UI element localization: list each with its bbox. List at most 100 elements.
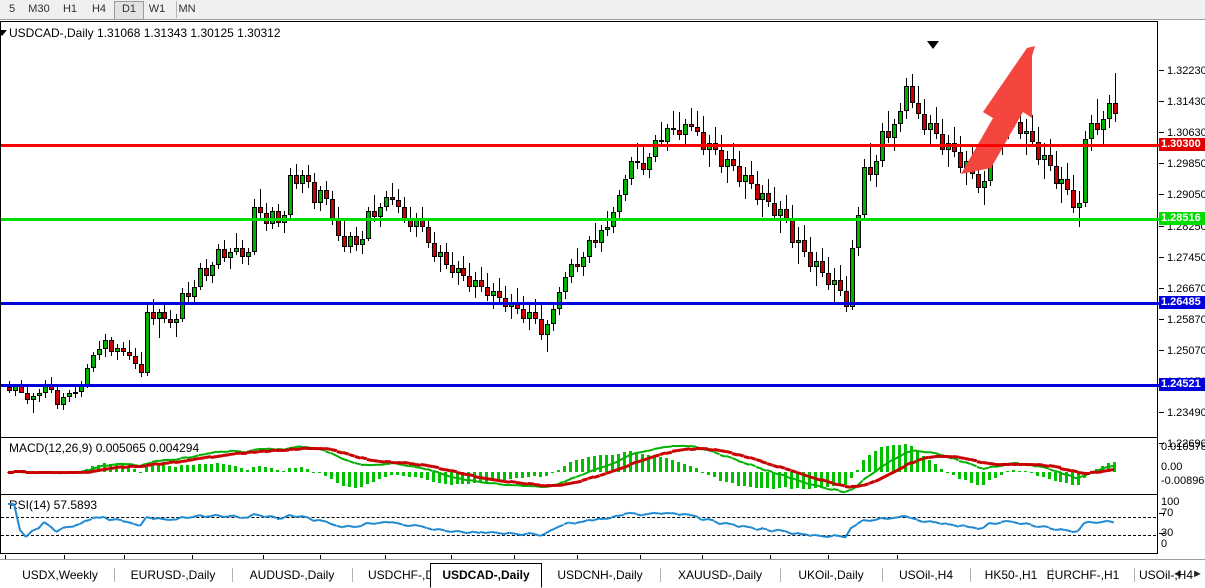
tab-scroll-right-icon[interactable]: ► bbox=[1192, 568, 1203, 580]
candle-body bbox=[778, 208, 783, 217]
chart-tab-usoil-h4[interactable]: USOil-,H4 bbox=[898, 568, 953, 582]
chart-tab-eurusd-daily[interactable]: EURUSD-,Daily bbox=[130, 568, 216, 582]
timeframe-button-h1[interactable]: H1 bbox=[62, 3, 78, 15]
candle-body bbox=[898, 110, 903, 125]
candle-body bbox=[348, 235, 353, 247]
chart-tab-xauusd-daily[interactable]: XAUUSD-,Daily bbox=[677, 568, 762, 582]
chart-tab-usdcnh-daily[interactable]: USDCNH-,Daily bbox=[557, 568, 643, 582]
macd-histogram-bar bbox=[928, 459, 931, 472]
candle-body bbox=[1006, 114, 1011, 129]
macd-histogram-bar bbox=[186, 465, 189, 472]
price-pane[interactable]: USDCAD-,Daily 1.31068 1.31343 1.30125 1.… bbox=[1, 22, 1202, 438]
horizontal-line-resistance-red[interactable] bbox=[1, 144, 1158, 147]
candle-body bbox=[623, 179, 628, 196]
macd-histogram-bar bbox=[438, 472, 441, 483]
macd-histogram-bar bbox=[384, 472, 387, 477]
timeframe-button-5[interactable]: 5 bbox=[8, 3, 16, 15]
candle-wick bbox=[392, 183, 393, 205]
candle-wick bbox=[1097, 98, 1098, 135]
chart-tab-usdcad-daily[interactable]: USDCAD-,Daily bbox=[430, 563, 542, 588]
candle-body bbox=[31, 395, 36, 400]
macd-histogram-bar bbox=[719, 472, 722, 481]
chart-tab-hk50-h1[interactable]: HK50-,H1 bbox=[984, 568, 1038, 582]
candle-body bbox=[192, 287, 197, 297]
candle-body bbox=[473, 279, 478, 288]
macd-histogram-bar bbox=[946, 472, 949, 473]
chart-tab-audusd-daily[interactable]: AUDUSD-,Daily bbox=[249, 568, 335, 582]
macd-histogram-bar bbox=[426, 472, 429, 480]
macd-histogram-bar bbox=[982, 472, 985, 486]
rsi-line bbox=[1108, 519, 1115, 524]
macd-histogram-bar bbox=[964, 472, 967, 481]
candlestick-plot[interactable] bbox=[2, 22, 1157, 437]
chart-tab-ukoil-daily[interactable]: UKOil-,Daily bbox=[798, 568, 864, 582]
candle-body bbox=[635, 160, 640, 163]
rsi-axis-tick bbox=[1159, 533, 1165, 534]
macd-histogram-bar bbox=[778, 472, 781, 488]
timeframe-button-d1[interactable]: D1 bbox=[114, 1, 144, 20]
timeframe-button-mn[interactable]: MN bbox=[178, 3, 196, 15]
candle-body bbox=[1101, 118, 1106, 130]
price-line-badge-support-blue-2[interactable]: 1.24521 bbox=[1159, 378, 1205, 391]
macd-histogram-bar bbox=[958, 472, 961, 479]
macd-signal-line bbox=[1006, 462, 1013, 466]
price-line-badge-support-blue-1[interactable]: 1.26485 bbox=[1159, 296, 1205, 309]
horizontal-line-support-blue-2[interactable] bbox=[1, 384, 1158, 387]
price-axis[interactable]: 1.32230 1.31430 1.30630 1.29850 1.29050 1.282… bbox=[1152, 21, 1205, 554]
chart-tab-usdx-weekly[interactable]: USDX,Weekly bbox=[22, 568, 98, 582]
timeframe-button-m30[interactable]: M30 bbox=[28, 3, 50, 15]
toolbar-separator bbox=[176, 1, 177, 18]
candle-body bbox=[157, 312, 162, 320]
macd-histogram-bar bbox=[952, 472, 955, 476]
macd-histogram-bar bbox=[1000, 472, 1003, 475]
macd-histogram-bar bbox=[336, 472, 339, 484]
candle-body bbox=[450, 265, 455, 274]
candle-body bbox=[862, 167, 867, 216]
macd-histogram-bar bbox=[790, 472, 793, 489]
tab-separator bbox=[1134, 568, 1135, 582]
timeframe-button-h4[interactable]: H4 bbox=[91, 3, 107, 15]
candle-body bbox=[533, 312, 538, 320]
macd-histogram-bar bbox=[282, 470, 285, 472]
rsi-line bbox=[8, 503, 14, 505]
tab-scroll-left-icon[interactable]: ◄ bbox=[1172, 568, 1183, 580]
horizontal-line-support-blue-1[interactable] bbox=[1, 302, 1158, 305]
candle-wick bbox=[499, 278, 500, 304]
candle-body bbox=[461, 267, 466, 276]
collapse-triangle-icon[interactable] bbox=[1, 30, 7, 36]
rsi-pane[interactable]: RSI(14) 57.5893 bbox=[1, 495, 1202, 551]
price-axis-label: 1.32230 bbox=[1167, 65, 1205, 77]
date-axis-tick bbox=[702, 555, 703, 559]
candle-body bbox=[1054, 166, 1059, 184]
candle-body bbox=[892, 124, 897, 139]
price-line-badge-resistance-red[interactable]: 1.30300 bbox=[1159, 138, 1205, 151]
timeframe-toolbar: 5 M30 H1 H4 D1 W1 MN bbox=[0, 0, 1205, 20]
candle-body bbox=[378, 207, 383, 217]
candle-body bbox=[168, 318, 173, 324]
macd-histogram-bar bbox=[784, 472, 787, 488]
candle-wick bbox=[1026, 118, 1027, 155]
macd-histogram-bar bbox=[258, 465, 261, 472]
candle-body bbox=[438, 251, 443, 258]
tab-separator bbox=[780, 568, 781, 582]
horizontal-line-support-green[interactable] bbox=[1, 218, 1158, 221]
candle-body bbox=[1113, 102, 1118, 115]
timeframe-button-w1[interactable]: W1 bbox=[148, 3, 166, 15]
macd-histogram-bar bbox=[970, 472, 973, 483]
macd-histogram-bar bbox=[844, 472, 847, 486]
candle-body bbox=[659, 139, 664, 143]
chart-tab-bar: ◄ ► USDX,Weekly EURUSD-,Daily AUDUSD-,Dail… bbox=[0, 559, 1205, 588]
price-line-badge-support-green[interactable]: 1.28516 bbox=[1159, 212, 1205, 225]
candle-body bbox=[121, 347, 126, 353]
chart-tab-eurchf-h1[interactable]: EURCHF-,H1 bbox=[1046, 568, 1120, 582]
candle-body bbox=[994, 134, 999, 143]
chart-tab-usoil-h4[interactable]: USOil-,H4 bbox=[1138, 568, 1193, 582]
macd-histogram-bar bbox=[653, 455, 656, 472]
macd-pane[interactable]: MACD(12,26,9) 0.005065 0.004294 bbox=[1, 438, 1202, 495]
macd-histogram-bar bbox=[689, 465, 692, 472]
candle-body bbox=[306, 175, 311, 183]
candle-body bbox=[198, 267, 203, 288]
rsi-line bbox=[444, 529, 451, 533]
macd-signal-line bbox=[1024, 462, 1031, 466]
candle-body bbox=[982, 180, 987, 188]
